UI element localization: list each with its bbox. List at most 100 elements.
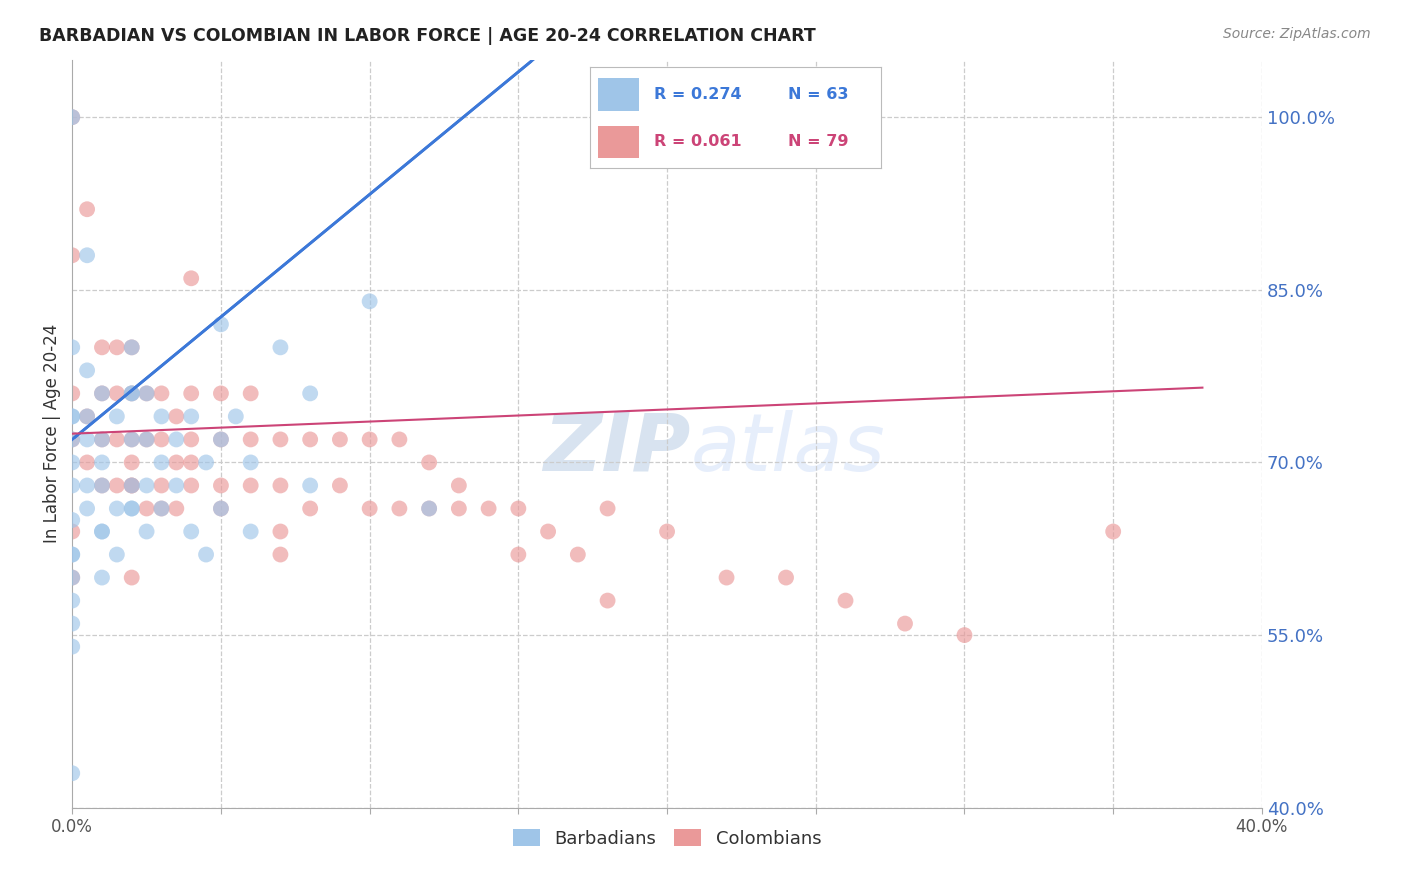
Point: [76, 202, 98, 217]
Point: [76, 501, 98, 516]
Point: [165, 409, 187, 424]
Point: [953, 628, 976, 642]
Point: [60, 593, 83, 607]
Point: [121, 570, 143, 584]
Point: [91, 524, 114, 539]
Point: [299, 386, 322, 401]
Point: [91, 386, 114, 401]
Point: [121, 340, 143, 354]
Point: [596, 593, 619, 607]
Point: [388, 433, 411, 447]
Point: [91, 386, 114, 401]
Point: [269, 478, 291, 492]
Point: [121, 433, 143, 447]
Point: [135, 386, 157, 401]
Point: [537, 524, 560, 539]
Point: [60, 616, 83, 631]
Point: [91, 455, 114, 469]
Point: [299, 478, 322, 492]
Point: [418, 501, 440, 516]
Point: [239, 433, 262, 447]
Point: [121, 478, 143, 492]
Point: [180, 524, 202, 539]
Point: [567, 548, 589, 562]
Point: [91, 478, 114, 492]
Point: [121, 386, 143, 401]
Point: [716, 570, 738, 584]
Point: [121, 340, 143, 354]
Point: [775, 570, 797, 584]
Point: [60, 409, 83, 424]
Point: [60, 548, 83, 562]
Point: [76, 478, 98, 492]
Point: [121, 433, 143, 447]
Point: [76, 409, 98, 424]
Point: [165, 478, 187, 492]
Point: [165, 501, 187, 516]
Point: [180, 409, 202, 424]
Point: [60, 478, 83, 492]
Point: [150, 409, 173, 424]
Y-axis label: In Labor Force | Age 20-24: In Labor Force | Age 20-24: [44, 324, 60, 543]
Point: [60, 766, 83, 780]
Point: [60, 513, 83, 527]
Text: atlas: atlas: [690, 409, 886, 488]
Point: [121, 455, 143, 469]
Point: [91, 433, 114, 447]
Point: [1102, 524, 1125, 539]
Point: [91, 570, 114, 584]
Point: [329, 433, 352, 447]
Point: [388, 501, 411, 516]
Point: [150, 501, 173, 516]
Point: [478, 501, 501, 516]
Point: [180, 455, 202, 469]
Point: [76, 433, 98, 447]
Point: [60, 340, 83, 354]
Point: [135, 501, 157, 516]
Point: [239, 524, 262, 539]
Point: [60, 386, 83, 401]
Point: [76, 455, 98, 469]
Point: [60, 524, 83, 539]
Point: [105, 340, 128, 354]
Point: [209, 501, 232, 516]
Legend: Barbadians, Colombians: Barbadians, Colombians: [506, 822, 828, 855]
Point: [447, 478, 470, 492]
Point: [60, 110, 83, 124]
Point: [91, 524, 114, 539]
Point: [508, 548, 530, 562]
Point: [105, 433, 128, 447]
Point: [105, 409, 128, 424]
Point: [60, 570, 83, 584]
Point: [225, 409, 247, 424]
Point: [60, 548, 83, 562]
Point: [135, 524, 157, 539]
Point: [76, 248, 98, 262]
Point: [165, 455, 187, 469]
Point: [834, 593, 856, 607]
Point: [359, 294, 381, 309]
Point: [121, 478, 143, 492]
Point: [135, 386, 157, 401]
Point: [76, 409, 98, 424]
Point: [209, 318, 232, 332]
Point: [418, 455, 440, 469]
Point: [60, 455, 83, 469]
Point: [121, 478, 143, 492]
Point: [121, 501, 143, 516]
Point: [121, 386, 143, 401]
Point: [135, 433, 157, 447]
Point: [418, 501, 440, 516]
Point: [150, 386, 173, 401]
Point: [60, 570, 83, 584]
Point: [195, 455, 218, 469]
Point: [165, 433, 187, 447]
Point: [91, 478, 114, 492]
Point: [91, 340, 114, 354]
Text: BARBADIAN VS COLOMBIAN IN LABOR FORCE | AGE 20-24 CORRELATION CHART: BARBADIAN VS COLOMBIAN IN LABOR FORCE | …: [39, 27, 815, 45]
Point: [105, 501, 128, 516]
Point: [239, 455, 262, 469]
Point: [60, 433, 83, 447]
Point: [105, 478, 128, 492]
Point: [596, 501, 619, 516]
